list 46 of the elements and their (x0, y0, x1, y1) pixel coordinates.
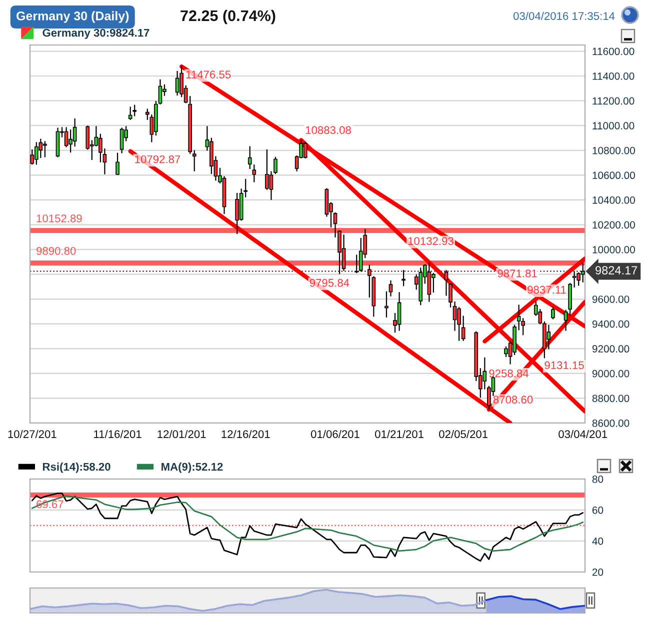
y-tick-label: 11400.00 (592, 72, 634, 80)
chart-subtitle: 72.25 (0.74%) (180, 10, 276, 24)
y-tick-label: 11200.00 (592, 97, 634, 105)
annotation: 11476.55 (186, 70, 231, 78)
annotation: 10132.93 (408, 237, 454, 245)
x-tick-label: 01/21/201 (375, 430, 424, 438)
y-tick-label: 40 (592, 538, 604, 545)
annotation: 10883.08 (306, 126, 351, 134)
y-tick-label: 9400.00 (592, 320, 630, 328)
ref-line-label: 9824.17 (596, 266, 638, 274)
text: 03/04/2016 17:35:14 (513, 12, 615, 20)
x-tick-label: 12/16/201 (222, 430, 270, 438)
y-tick-label: 10800.00 (592, 146, 635, 154)
legend-label: Germany 30:9824.17 (42, 28, 150, 39)
annotation: 8708.60 (493, 396, 533, 404)
x-tick-label: 01/06/201 (310, 430, 360, 438)
annotation: 9871.81 (498, 269, 537, 278)
y-tick-label: 9000.00 (592, 370, 630, 378)
x-tick-label: 12/01/201 (158, 430, 206, 438)
ref-line-label: 9890.80 (36, 246, 76, 255)
y-tick-label: 10600.00 (592, 172, 635, 180)
y-tick-label: 80 (592, 476, 604, 483)
chart-title: Germany 30 (Daily) (16, 11, 129, 23)
annotation: 9131.15 (544, 361, 584, 370)
y-tick-label: 10000.00 (592, 246, 635, 254)
y-tick-label: 11000.00 (592, 122, 634, 130)
x-tick-label: 02/05/201 (439, 430, 488, 438)
y-tick-label: 8800.00 (592, 394, 630, 402)
y-tick-label: 60 (592, 506, 604, 514)
annotation: 9837.11 (528, 286, 566, 294)
y-tick-label: 10200.00 (592, 221, 635, 229)
annotation: 10792.87 (135, 155, 180, 164)
y-tick-label: 20 (592, 568, 604, 576)
legend-label: MA(9):52.12 (162, 462, 223, 473)
x-tick-label: 11/16/201 (94, 430, 142, 438)
ref-line-label: 10152.89 (36, 214, 82, 222)
y-tick-label: 11600.00 (592, 48, 634, 56)
y-tick-label: 8600.00 (592, 420, 630, 427)
legend-label: Rsi(14):58.20 (42, 462, 110, 473)
x-tick-label: 10/27/201 (8, 430, 56, 438)
annotation: 9258.84 (489, 369, 529, 378)
annotation: 9795.84 (310, 278, 350, 287)
y-tick-label: 9600.00 (592, 296, 630, 303)
x-tick-label: 03/04/201 (558, 430, 608, 438)
y-tick-label: 10400.00 (592, 196, 635, 204)
y-tick-label: 9200.00 (592, 345, 630, 353)
